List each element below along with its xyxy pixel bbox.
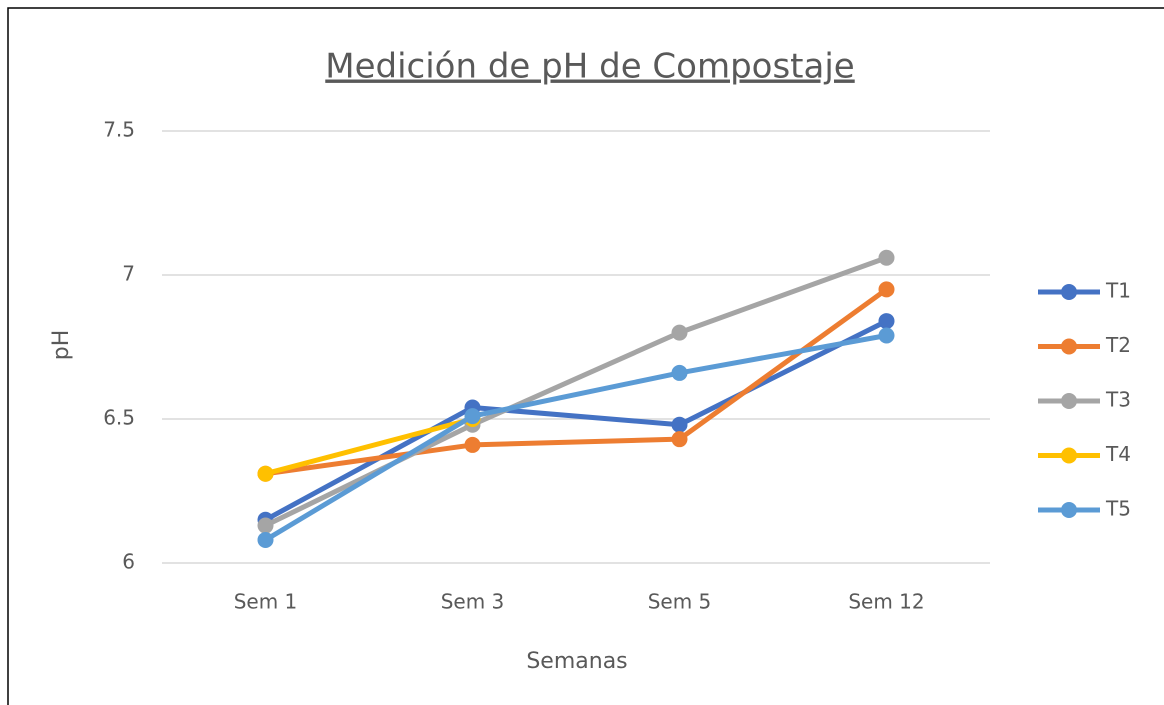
series-marker xyxy=(878,281,895,298)
y-tick-label: 6 xyxy=(122,550,135,574)
legend-label: T5 xyxy=(1105,497,1131,521)
series-marker xyxy=(257,465,274,482)
legend-marker xyxy=(1061,284,1077,300)
series-line xyxy=(264,318,888,522)
series-marker xyxy=(464,436,481,453)
x-tick-label: Sem 12 xyxy=(848,590,924,614)
legend-marker xyxy=(1061,393,1077,409)
series-marker xyxy=(257,517,274,534)
series-line xyxy=(264,333,887,543)
legend-marker xyxy=(1061,447,1077,464)
y-tick-label: 7.5 xyxy=(103,118,135,142)
legend-label: T4 xyxy=(1105,442,1131,466)
legend-marker xyxy=(1061,338,1077,355)
series-marker xyxy=(671,324,688,341)
legend-label: T1 xyxy=(1105,279,1131,303)
legend-marker xyxy=(1061,502,1077,518)
legend-label: T2 xyxy=(1105,333,1131,357)
series-marker xyxy=(257,531,274,548)
x-tick-label: Sem 5 xyxy=(648,590,712,614)
series-marker xyxy=(878,249,895,266)
x-tick-label: Sem 3 xyxy=(441,590,505,614)
series-marker xyxy=(671,431,688,448)
series-line xyxy=(264,416,474,477)
chart-title: Medición de pH de Compostaje xyxy=(325,47,854,87)
x-tick-label: Sem 1 xyxy=(234,590,298,614)
y-axis-title: pH xyxy=(49,330,74,361)
series-marker xyxy=(878,327,895,344)
series-marker xyxy=(671,364,688,381)
chart-frame xyxy=(7,7,1164,705)
y-tick-label: 6.5 xyxy=(103,406,135,430)
series-marker xyxy=(671,416,688,433)
series-marker xyxy=(878,313,895,330)
x-axis-title: Semanas xyxy=(526,649,627,674)
series-line xyxy=(265,287,888,477)
series-marker xyxy=(464,408,481,425)
y-tick-label: 7 xyxy=(122,262,135,286)
legend-label: T3 xyxy=(1105,388,1131,412)
